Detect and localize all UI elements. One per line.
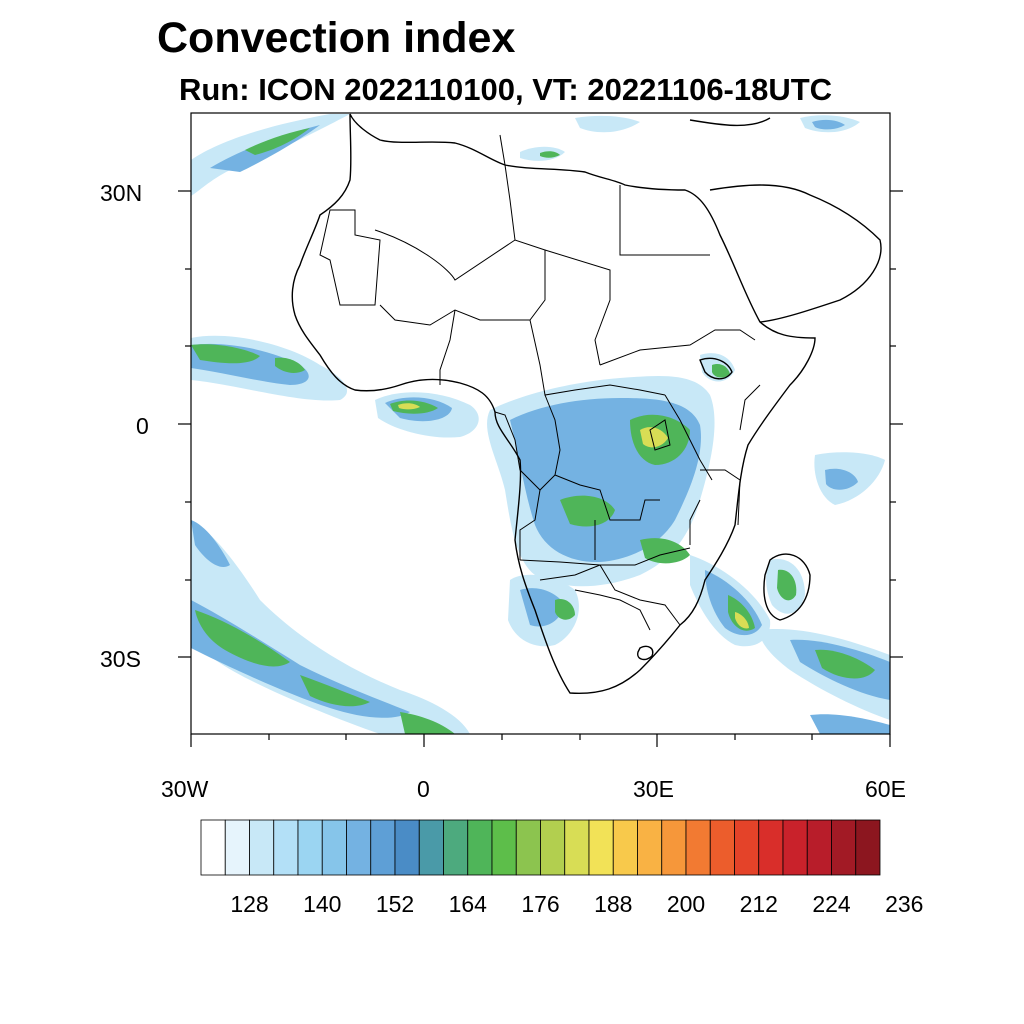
convection-area	[191, 600, 410, 718]
convection-area	[275, 357, 305, 373]
lat-label-30s: 30S	[100, 646, 141, 672]
map-title: Convection index	[157, 14, 516, 62]
colorbar-label: 188	[594, 891, 632, 917]
colorbar-swatch	[346, 819, 372, 876]
colorbar-swatch	[806, 819, 832, 876]
colorbar-swatch	[491, 819, 517, 876]
convection-area	[575, 115, 640, 133]
colorbar-label: 164	[449, 891, 488, 917]
colorbar-swatch	[249, 819, 275, 876]
convection-area	[810, 714, 890, 734]
convection-area	[520, 588, 565, 627]
convection-area	[555, 598, 575, 620]
colorbar-swatch	[855, 819, 881, 876]
colorbar-label: 212	[740, 891, 778, 917]
lon-label-30e: 30E	[633, 776, 674, 802]
tick-marks	[178, 190, 903, 747]
colorbar-swatch	[443, 819, 469, 876]
colorbar-swatch	[200, 819, 226, 876]
convection-area	[735, 612, 749, 629]
convection-area	[640, 427, 668, 448]
colorbar-swatch	[831, 819, 857, 876]
colorbar-swatch	[321, 819, 347, 876]
convection-area	[191, 520, 230, 568]
convection-area	[245, 128, 310, 155]
convection-area	[560, 495, 615, 527]
convection-area	[712, 364, 730, 378]
convection-area	[400, 712, 455, 734]
colorbar-swatch	[734, 819, 760, 876]
lat-label-30n: 30N	[100, 180, 143, 206]
convection-area	[191, 344, 260, 364]
colorbar-label: 224	[812, 891, 851, 917]
colorbar-swatch	[758, 819, 784, 876]
colorbar-swatch	[782, 819, 808, 876]
convection-area	[728, 595, 755, 631]
colorbar-swatch	[224, 819, 250, 876]
country-borders	[319, 134, 761, 631]
colorbar-swatch	[709, 819, 735, 876]
colorbar-label: 236	[885, 891, 923, 917]
colorbar-label: 200	[667, 891, 705, 917]
colorbar-swatch	[515, 819, 541, 876]
colorbar-swatch	[418, 819, 444, 876]
coastlines	[291, 113, 882, 695]
lon-label-0: 0	[417, 776, 430, 802]
colorbar-swatch	[685, 819, 711, 876]
colorbar-swatch	[394, 819, 420, 876]
convection-area	[300, 675, 370, 707]
convection-area	[777, 569, 797, 601]
convection-area	[195, 610, 290, 667]
colorbar-swatch	[588, 819, 614, 876]
colorbar-label: 176	[521, 891, 559, 917]
colorbar-label: 128	[230, 891, 268, 917]
convection-area	[640, 538, 690, 564]
colorbar-swatch	[297, 819, 323, 876]
lon-label-30w: 30W	[161, 776, 209, 802]
colorbar-swatch	[370, 819, 396, 876]
colorbar-swatch	[273, 819, 299, 876]
colorbar-swatch	[612, 819, 638, 876]
colorbar-swatch	[661, 819, 687, 876]
colorbar-swatch	[540, 819, 566, 876]
colorbar-swatch	[637, 819, 663, 876]
convection-area	[540, 151, 560, 158]
colorbar-swatch	[467, 819, 493, 876]
map-subtitle: Run: ICON 2022110100, VT: 20221106-18UTC	[179, 72, 833, 107]
lat-label-0: 0	[136, 413, 149, 439]
convection-area	[812, 119, 845, 130]
lon-label-60e: 60E	[865, 776, 906, 802]
convection-area	[815, 649, 875, 679]
convection-field	[191, 114, 890, 734]
colorbar-label: 152	[376, 891, 414, 917]
colorbar-label: 140	[303, 891, 341, 917]
convection-area	[191, 114, 350, 196]
convection-area	[825, 468, 858, 490]
colorbar-swatch	[564, 819, 590, 876]
convection-area	[398, 403, 420, 410]
